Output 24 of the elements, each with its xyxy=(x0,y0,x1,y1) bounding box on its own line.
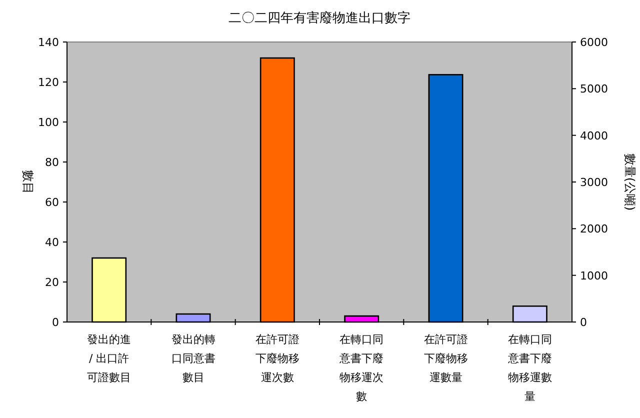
x-tick-label: 發出的轉口同意書數目 xyxy=(170,332,216,386)
y-tick-label: 140 xyxy=(38,36,59,49)
y-axis-title: 數目 xyxy=(21,170,35,194)
y2-tick-label: 3000 xyxy=(580,176,608,189)
y2-tick-label: 4000 xyxy=(580,129,608,142)
y2-tick-label: 5000 xyxy=(580,82,608,96)
y2-tick-label: 2000 xyxy=(580,222,608,236)
y-tick-label: 100 xyxy=(38,116,59,129)
x-tick-label: 在許可證下廢物移運數量 xyxy=(422,332,469,386)
x-tick-label: 在轉口同意書下廢物移運次數 xyxy=(338,332,385,405)
y2-axis-title: 數量(公噸) xyxy=(623,153,637,211)
y-tick-label: 120 xyxy=(38,76,59,89)
y-tick-label: 60 xyxy=(45,196,59,209)
y-tick-label: 80 xyxy=(45,156,59,169)
y2-tick-label: 1000 xyxy=(580,269,608,282)
x-tick-label: 在轉口同意書下廢物移運數量 xyxy=(506,332,553,405)
y-tick-label: 20 xyxy=(45,276,59,289)
x-tick-label: 發出的進 / 出口許可證數目 xyxy=(86,332,132,386)
y-tick-label: 40 xyxy=(45,236,59,249)
x-tick-label: 在許可證下廢物移運次數 xyxy=(254,332,300,386)
y-tick-label: 0 xyxy=(52,316,59,329)
chart-title: 二〇二四年有害廢物進出口數字 xyxy=(228,10,410,26)
y2-tick-label: 6000 xyxy=(580,36,608,49)
y2-tick-label: 0 xyxy=(580,316,587,329)
